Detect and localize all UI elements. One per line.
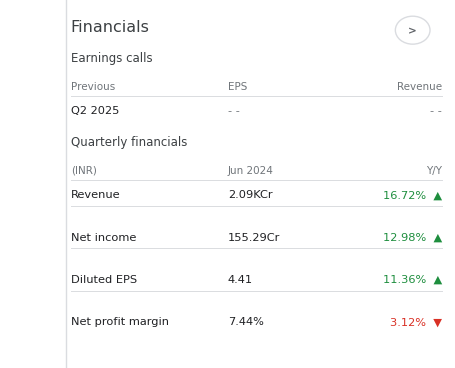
- Text: - -: - -: [228, 106, 239, 116]
- Text: Net profit margin: Net profit margin: [71, 317, 168, 327]
- Text: 7.44%: 7.44%: [228, 317, 263, 327]
- Circle shape: [394, 16, 429, 44]
- Text: (INR): (INR): [71, 166, 96, 176]
- Text: 3.12%  ▼: 3.12% ▼: [389, 317, 441, 327]
- Text: 16.72%  ▲: 16.72% ▲: [382, 190, 441, 200]
- Text: Jun 2024: Jun 2024: [228, 166, 273, 176]
- Text: 4.41: 4.41: [228, 275, 253, 285]
- Text: Financials: Financials: [71, 20, 149, 35]
- Text: Revenue: Revenue: [71, 190, 120, 200]
- Text: Net income: Net income: [71, 233, 136, 243]
- Text: 11.36%  ▲: 11.36% ▲: [382, 275, 441, 285]
- Text: - -: - -: [430, 106, 441, 116]
- Text: Revenue: Revenue: [396, 82, 441, 92]
- Text: Earnings calls: Earnings calls: [71, 52, 152, 65]
- Text: Q2 2025: Q2 2025: [71, 106, 119, 116]
- Text: Quarterly financials: Quarterly financials: [71, 136, 187, 149]
- Text: Previous: Previous: [71, 82, 115, 92]
- Text: Diluted EPS: Diluted EPS: [71, 275, 136, 285]
- Text: EPS: EPS: [228, 82, 247, 92]
- Text: 155.29Cr: 155.29Cr: [228, 233, 280, 243]
- Text: 12.98%  ▲: 12.98% ▲: [382, 233, 441, 243]
- Text: 2.09KCr: 2.09KCr: [228, 190, 272, 200]
- Text: >: >: [407, 26, 416, 36]
- Text: Y/Y: Y/Y: [425, 166, 441, 176]
